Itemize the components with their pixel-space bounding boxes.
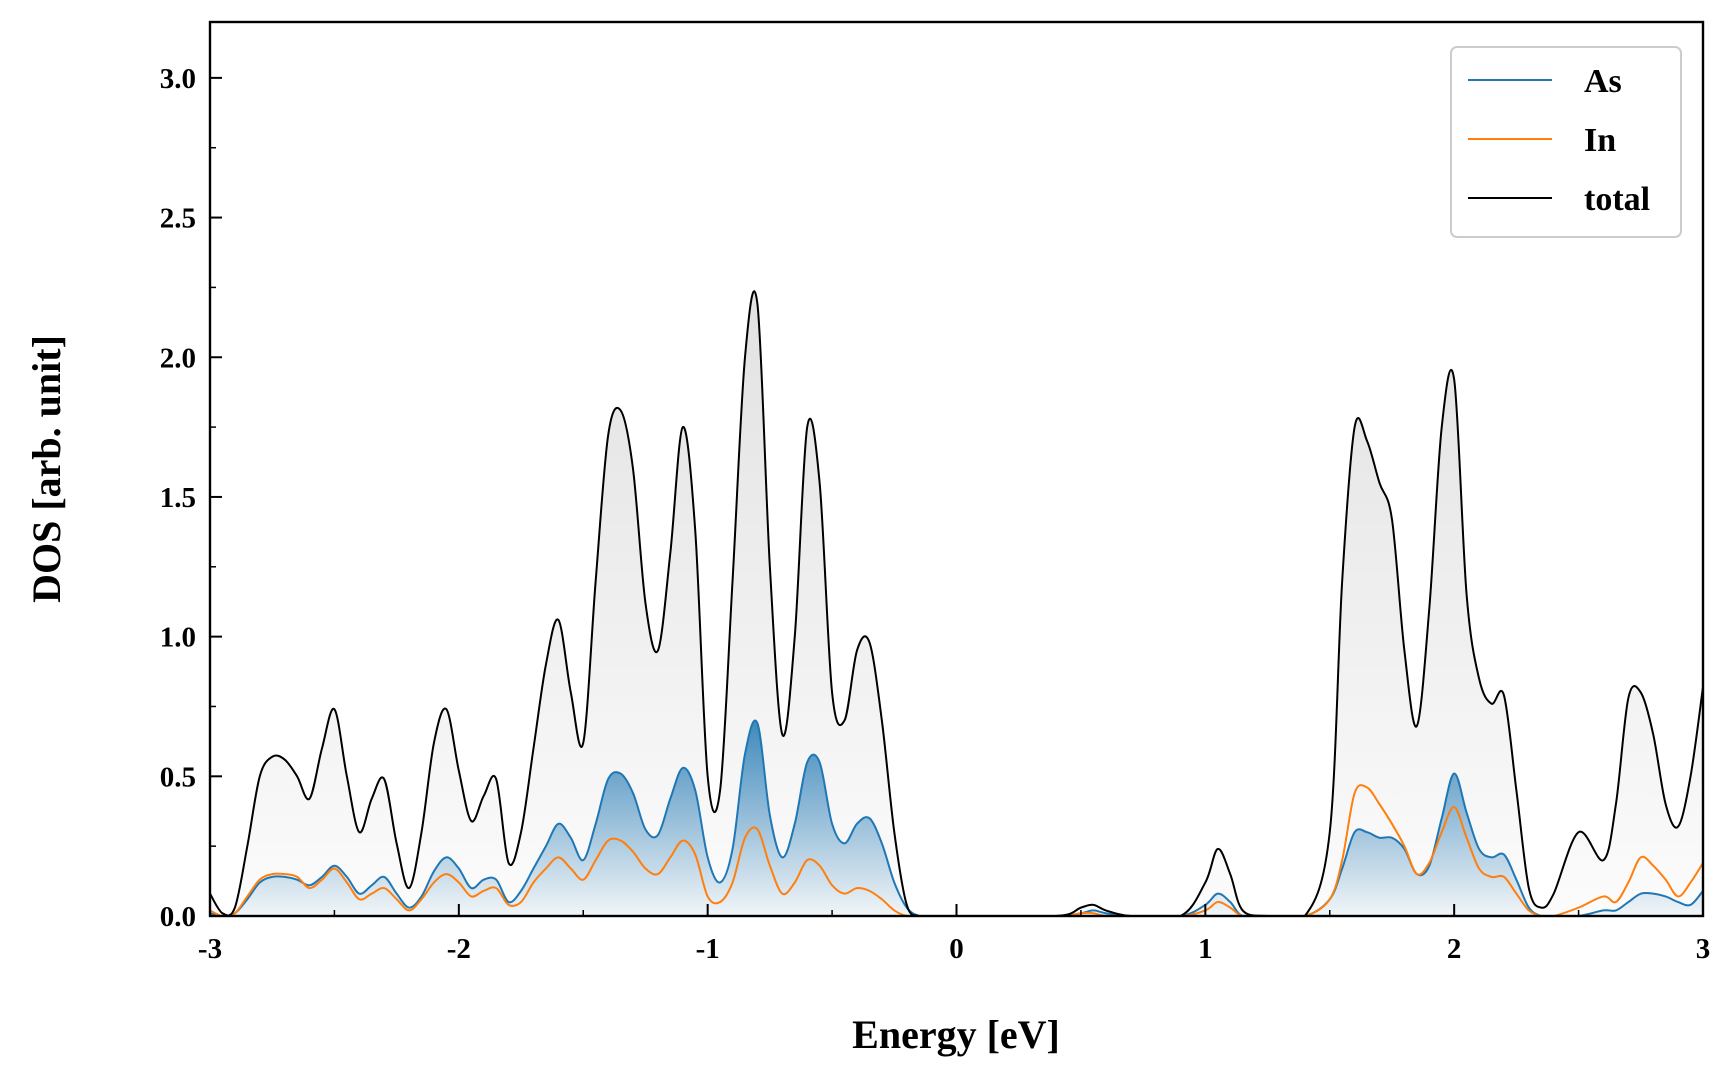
y-tick-label: 1.5: [160, 482, 196, 514]
legend-label-as: As: [1584, 63, 1622, 100]
plot-area: [210, 290, 1703, 916]
x-tick-label: -3: [198, 933, 222, 965]
x-axis-title: Energy [eV]: [852, 1012, 1060, 1057]
x-tick-label: 2: [1447, 933, 1462, 965]
series-line-in: [210, 784, 1703, 916]
as-fill-area: [210, 720, 1703, 916]
y-tick-label: 0.0: [160, 901, 196, 933]
series-line-as: [210, 719, 1703, 916]
x-tick-label: 1: [1198, 933, 1213, 965]
x-tick-label: 0: [949, 933, 964, 965]
total-fill-area: [210, 291, 1703, 916]
y-tick-label: 0.5: [160, 761, 196, 793]
x-axis-ticks: -3 -2 -1 0 1 2 3: [198, 904, 1710, 965]
y-tick-label: 2.5: [160, 203, 196, 235]
x-tick-label: 3: [1696, 933, 1711, 965]
y-tick-label: 2.0: [160, 342, 196, 374]
y-axis-title: DOS [arb. unit]: [24, 335, 69, 603]
series-line-total: [210, 290, 1703, 916]
legend-label-in: In: [1584, 122, 1616, 159]
y-tick-label: 3.0: [160, 63, 196, 95]
y-tick-label: 1.0: [160, 622, 196, 654]
legend-box: [1450, 46, 1682, 238]
x-tick-label: -1: [696, 933, 720, 965]
legend: As In total: [1450, 46, 1682, 238]
y-axis-ticks: 0.0 0.5 1.0 1.5 2.0 2.5 3.0: [160, 63, 222, 933]
x-tick-label: -2: [447, 933, 471, 965]
legend-label-total: total: [1584, 181, 1650, 218]
